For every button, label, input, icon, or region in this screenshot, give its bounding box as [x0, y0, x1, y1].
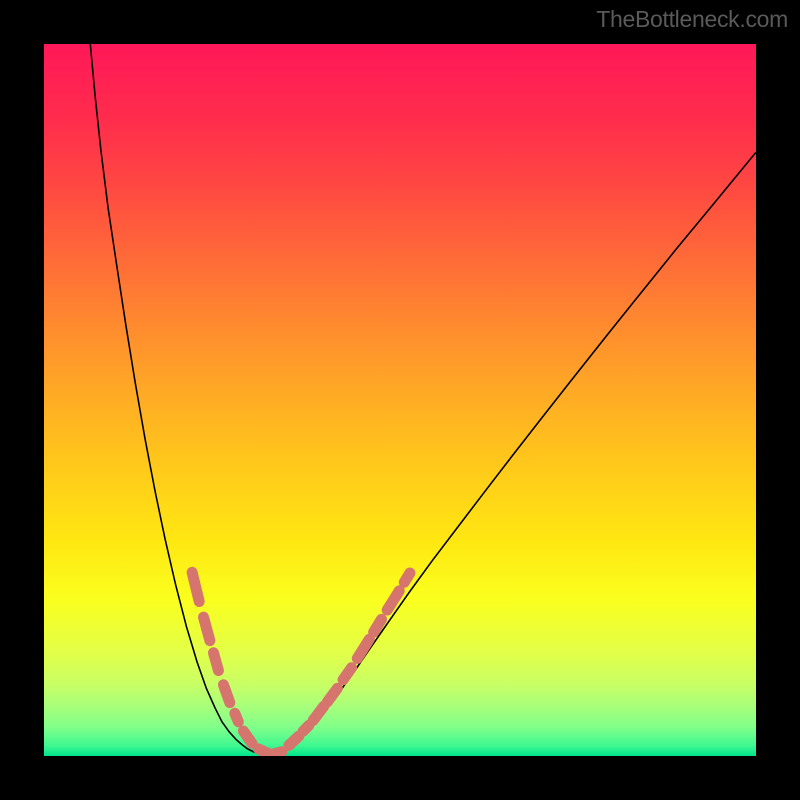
dash-marker — [203, 617, 209, 641]
dash-marker — [404, 573, 410, 582]
watermark: TheBottleneck.com — [596, 6, 788, 33]
dash-marker — [343, 668, 352, 680]
dash-marker — [271, 752, 282, 755]
chart-container — [44, 44, 756, 756]
dash-marker — [213, 653, 218, 671]
bottleneck-chart — [44, 44, 756, 756]
dash-marker — [289, 736, 299, 745]
dash-marker — [223, 685, 229, 703]
dash-marker — [374, 619, 382, 632]
gradient-background — [44, 44, 756, 756]
dash-marker — [235, 713, 239, 722]
dash-marker — [303, 725, 309, 731]
dash-marker — [192, 572, 199, 601]
dash-marker — [243, 731, 252, 743]
